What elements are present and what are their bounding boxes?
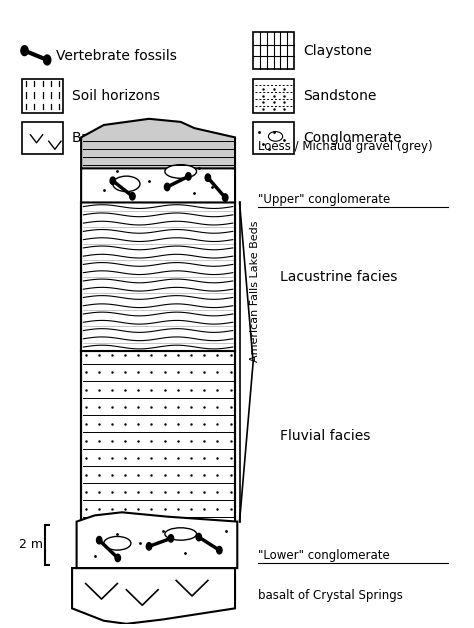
Bar [22, 78, 63, 112]
Circle shape [164, 183, 170, 191]
Polygon shape [77, 512, 237, 568]
Ellipse shape [268, 132, 283, 141]
Circle shape [168, 534, 173, 542]
Circle shape [186, 173, 191, 180]
Text: "Upper" conglomerate: "Upper" conglomerate [258, 193, 390, 206]
Text: Fluvial facies: Fluvial facies [280, 430, 371, 443]
Text: basalt of Crystal Springs: basalt of Crystal Springs [258, 590, 402, 602]
Bar [253, 78, 294, 112]
Text: Claystone: Claystone [303, 43, 372, 58]
Text: Sandstone: Sandstone [303, 89, 376, 102]
Text: Vertebrate fossils: Vertebrate fossils [56, 48, 177, 63]
Bar [22, 122, 63, 154]
Ellipse shape [165, 528, 197, 540]
Bar [81, 202, 235, 351]
Text: Soil horizons: Soil horizons [72, 89, 160, 102]
Text: Lacustrine facies: Lacustrine facies [280, 270, 398, 284]
Polygon shape [81, 153, 235, 202]
Text: Basalt: Basalt [72, 131, 116, 145]
Circle shape [97, 536, 102, 544]
Ellipse shape [165, 165, 197, 178]
Ellipse shape [113, 176, 140, 192]
Polygon shape [81, 119, 235, 168]
Circle shape [44, 55, 51, 65]
Text: 2 m: 2 m [18, 538, 43, 551]
Bar [81, 351, 235, 522]
Circle shape [196, 533, 201, 541]
Circle shape [21, 46, 28, 56]
Circle shape [110, 177, 116, 185]
Text: Loess / Michaud gravel (grey): Loess / Michaud gravel (grey) [258, 140, 432, 153]
Ellipse shape [104, 536, 131, 550]
Circle shape [130, 193, 135, 200]
Circle shape [205, 174, 210, 181]
Text: Conglomerate: Conglomerate [303, 131, 401, 145]
Bar [253, 32, 294, 69]
Circle shape [222, 194, 228, 202]
Text: American Falls Lake Beds: American Falls Lake Beds [250, 220, 260, 362]
Text: "Lower" conglomerate: "Lower" conglomerate [258, 549, 390, 562]
Circle shape [115, 555, 120, 561]
Bar [253, 122, 294, 154]
Polygon shape [72, 568, 235, 624]
Circle shape [217, 546, 222, 554]
Circle shape [146, 543, 152, 550]
